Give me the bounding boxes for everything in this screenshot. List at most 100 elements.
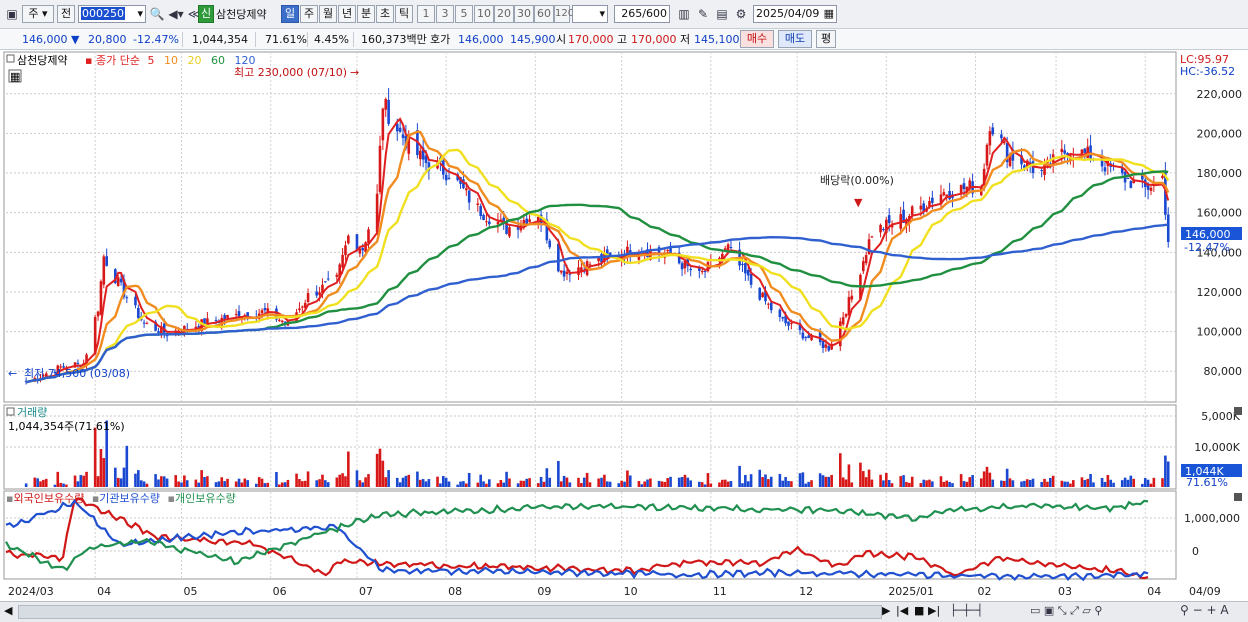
stock-code-input[interactable]: 000250 ▾ bbox=[78, 5, 146, 23]
current-price-tag: 146,000 bbox=[1185, 228, 1231, 241]
volume-bar bbox=[991, 479, 995, 487]
interval-60-button[interactable]: 60 bbox=[534, 5, 554, 23]
volume-bar bbox=[499, 480, 503, 487]
candle-body bbox=[488, 221, 491, 225]
candle-body bbox=[456, 174, 459, 181]
period-tick-button[interactable]: 틱 bbox=[395, 5, 413, 23]
volume-bar bbox=[1132, 478, 1136, 487]
volume-bar bbox=[931, 481, 934, 487]
volume-bar bbox=[177, 481, 180, 487]
ma-5: 5 bbox=[147, 54, 154, 67]
volume-bar bbox=[1048, 477, 1052, 487]
interval-custom-input[interactable]: ▾ bbox=[572, 5, 608, 23]
volume-bar bbox=[643, 481, 646, 487]
interval-1-button[interactable]: 1 bbox=[417, 5, 435, 23]
candle-body bbox=[56, 365, 60, 374]
scroll-left-icon[interactable]: ◀ bbox=[4, 604, 13, 617]
candle-body bbox=[548, 240, 552, 248]
x-tick-label: 11 bbox=[713, 585, 727, 598]
volume-bar bbox=[948, 481, 951, 487]
candle-body bbox=[315, 291, 318, 296]
volume-bar bbox=[303, 480, 307, 487]
tool-icons[interactable]: ▭ ▣ ⤡ ⤢ ▱ ⚲ bbox=[1030, 604, 1103, 617]
x-tick-label: 02 bbox=[977, 585, 991, 598]
zoom-slider[interactable]: ├─┼─┤ bbox=[950, 604, 984, 617]
save-icon[interactable]: ▤ bbox=[716, 7, 728, 21]
table-toggle-icon[interactable]: ▦ bbox=[10, 70, 20, 83]
holdings-line-2 bbox=[5, 499, 1149, 572]
interval-20-button[interactable]: 20 bbox=[494, 5, 514, 23]
draw-tool-icon[interactable]: ✎ bbox=[697, 7, 709, 21]
speaker-icon[interactable]: ◀▾ bbox=[168, 7, 184, 21]
x-tick-label: 06 bbox=[273, 585, 287, 598]
candle-body bbox=[226, 314, 229, 319]
volume-bar bbox=[741, 483, 744, 487]
candle-body bbox=[666, 249, 669, 251]
zoom-icons[interactable]: ⚲ − + A bbox=[1180, 603, 1229, 617]
chart-scrollbar[interactable]: ◀ ▶ |◀ ■ ▶| ├─┼─┤ ▭ ▣ ⤡ ⤢ ▱ ⚲ ⚲ − + A bbox=[0, 601, 1248, 622]
volume-bar bbox=[157, 479, 160, 487]
scroll-start-icon[interactable]: |◀ bbox=[896, 604, 909, 617]
volume-bar bbox=[502, 482, 505, 487]
volume-bar bbox=[295, 473, 298, 487]
calendar-icon[interactable]: ▦ bbox=[823, 7, 834, 20]
candle-type-icon[interactable]: ▥ bbox=[678, 7, 690, 21]
volume-bar bbox=[778, 473, 782, 487]
double-arrow-icon[interactable]: ≪ bbox=[187, 7, 201, 21]
volume-bar bbox=[781, 480, 785, 487]
volume-bar bbox=[1146, 479, 1150, 487]
candle-body bbox=[321, 284, 324, 294]
candle-body bbox=[723, 248, 727, 251]
volume-bar bbox=[700, 482, 704, 487]
period-minute-button[interactable]: 분 bbox=[357, 5, 375, 23]
candle-body bbox=[214, 320, 218, 322]
period-second-button[interactable]: 초 bbox=[376, 5, 394, 23]
sell-button[interactable]: 매도 bbox=[778, 30, 812, 48]
candle-body bbox=[427, 162, 431, 171]
volume-bar bbox=[220, 477, 224, 487]
evaluate-button[interactable]: 평 bbox=[816, 30, 836, 48]
interval-30-button[interactable]: 30 bbox=[514, 5, 534, 23]
period-month-button[interactable]: 월 bbox=[319, 5, 337, 23]
volume-bar bbox=[459, 481, 462, 487]
scroll-track[interactable] bbox=[18, 605, 882, 619]
volume-bar bbox=[562, 475, 566, 487]
volume-bar bbox=[485, 483, 488, 487]
candle-body bbox=[105, 256, 108, 266]
ma-label: 종가 단순 bbox=[96, 54, 140, 67]
stock-chart[interactable]: 220,000 200,000 180,000 160,000 140,000 120,0… bbox=[0, 50, 1248, 601]
volume-bar bbox=[988, 472, 992, 487]
layout-icon[interactable]: ▣ bbox=[6, 7, 18, 21]
bar-count-input[interactable]: 265/600 bbox=[614, 5, 670, 23]
holdings-institution-label: 기관보유수량 bbox=[99, 492, 160, 505]
candle-body bbox=[303, 302, 307, 309]
scroll-right-icon[interactable]: ▶ bbox=[882, 604, 891, 617]
volume-bar bbox=[254, 483, 258, 487]
candle-body bbox=[778, 309, 782, 318]
volume-bar bbox=[467, 472, 471, 487]
interval-120-button[interactable]: 120 bbox=[554, 5, 574, 23]
scroll-end-icon[interactable]: ▶| bbox=[928, 604, 941, 617]
prev-button[interactable]: 전 bbox=[57, 5, 75, 23]
period-day-button[interactable]: 일 bbox=[281, 5, 299, 23]
volume-bar bbox=[565, 477, 569, 487]
market-select[interactable]: 주 ▾ bbox=[22, 5, 54, 23]
stop-icon[interactable]: ■ bbox=[914, 604, 925, 617]
interval-3-button[interactable]: 3 bbox=[436, 5, 454, 23]
period-week-button[interactable]: 주 bbox=[300, 5, 318, 23]
volume-bar bbox=[545, 468, 549, 487]
volume-bar bbox=[407, 474, 411, 487]
interval-5-button[interactable]: 5 bbox=[455, 5, 473, 23]
gear-icon[interactable]: ⚙ bbox=[735, 7, 747, 21]
period-year-button[interactable]: 년 bbox=[338, 5, 356, 23]
candle-body bbox=[902, 209, 905, 223]
interval-10-button[interactable]: 10 bbox=[474, 5, 494, 23]
volume-bar bbox=[137, 470, 140, 487]
volume-bar bbox=[283, 482, 287, 487]
date-input[interactable]: 2025/04/09 ▦ bbox=[753, 5, 837, 23]
candle-body bbox=[1063, 150, 1066, 154]
buy-button[interactable]: 매수 bbox=[740, 30, 774, 48]
search-icon[interactable]: 🔍 bbox=[149, 7, 165, 21]
volume-bar bbox=[79, 475, 83, 487]
volume-bar bbox=[758, 469, 762, 487]
